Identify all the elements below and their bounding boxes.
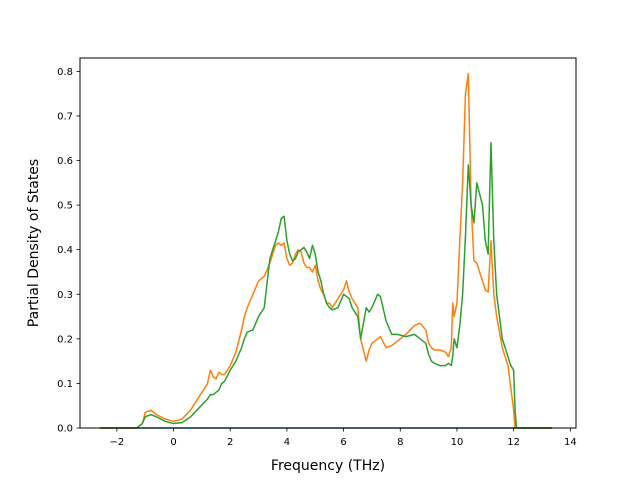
y-axis-ticks: 0.0 0.1 0.2 0.3 0.4 0.5 0.6 0.7 0.8 xyxy=(57,67,80,435)
x-axis-ticks: −2 0 2 4 6 8 10 12 14 xyxy=(109,428,577,448)
x-tick-label: 6 xyxy=(340,437,346,448)
y-axis-label: Partial Density of States xyxy=(26,159,42,327)
x-tick-label: 2 xyxy=(227,437,233,448)
y-tick-label: 0.4 xyxy=(57,245,73,256)
y-tick-label: 0.3 xyxy=(57,290,73,301)
series-line-2 xyxy=(99,72,552,429)
series-line-3 xyxy=(99,141,552,429)
y-tick-label: 0.0 xyxy=(57,424,73,435)
x-tick-label: 4 xyxy=(284,437,290,448)
x-axis-label: Frequency (THz) xyxy=(271,458,385,474)
y-tick-label: 0.2 xyxy=(57,334,73,345)
axes-frame xyxy=(79,57,577,429)
x-tick-label: −2 xyxy=(109,437,124,448)
x-tick-label: 12 xyxy=(507,437,520,448)
x-tick-label: 14 xyxy=(564,437,577,448)
y-tick-label: 0.7 xyxy=(57,111,73,122)
y-tick-label: 0.6 xyxy=(57,156,73,167)
x-tick-label: 10 xyxy=(451,437,464,448)
y-tick-label: 0.8 xyxy=(57,67,73,78)
y-tick-label: 0.1 xyxy=(57,379,73,390)
y-tick-label: 0.5 xyxy=(57,201,73,212)
x-tick-label: 8 xyxy=(397,437,403,448)
x-tick-label: 0 xyxy=(170,437,176,448)
plot-area: −2 0 2 4 6 8 10 12 14 0.00.10.20.30.40.50.60.70.… xyxy=(57,57,577,448)
